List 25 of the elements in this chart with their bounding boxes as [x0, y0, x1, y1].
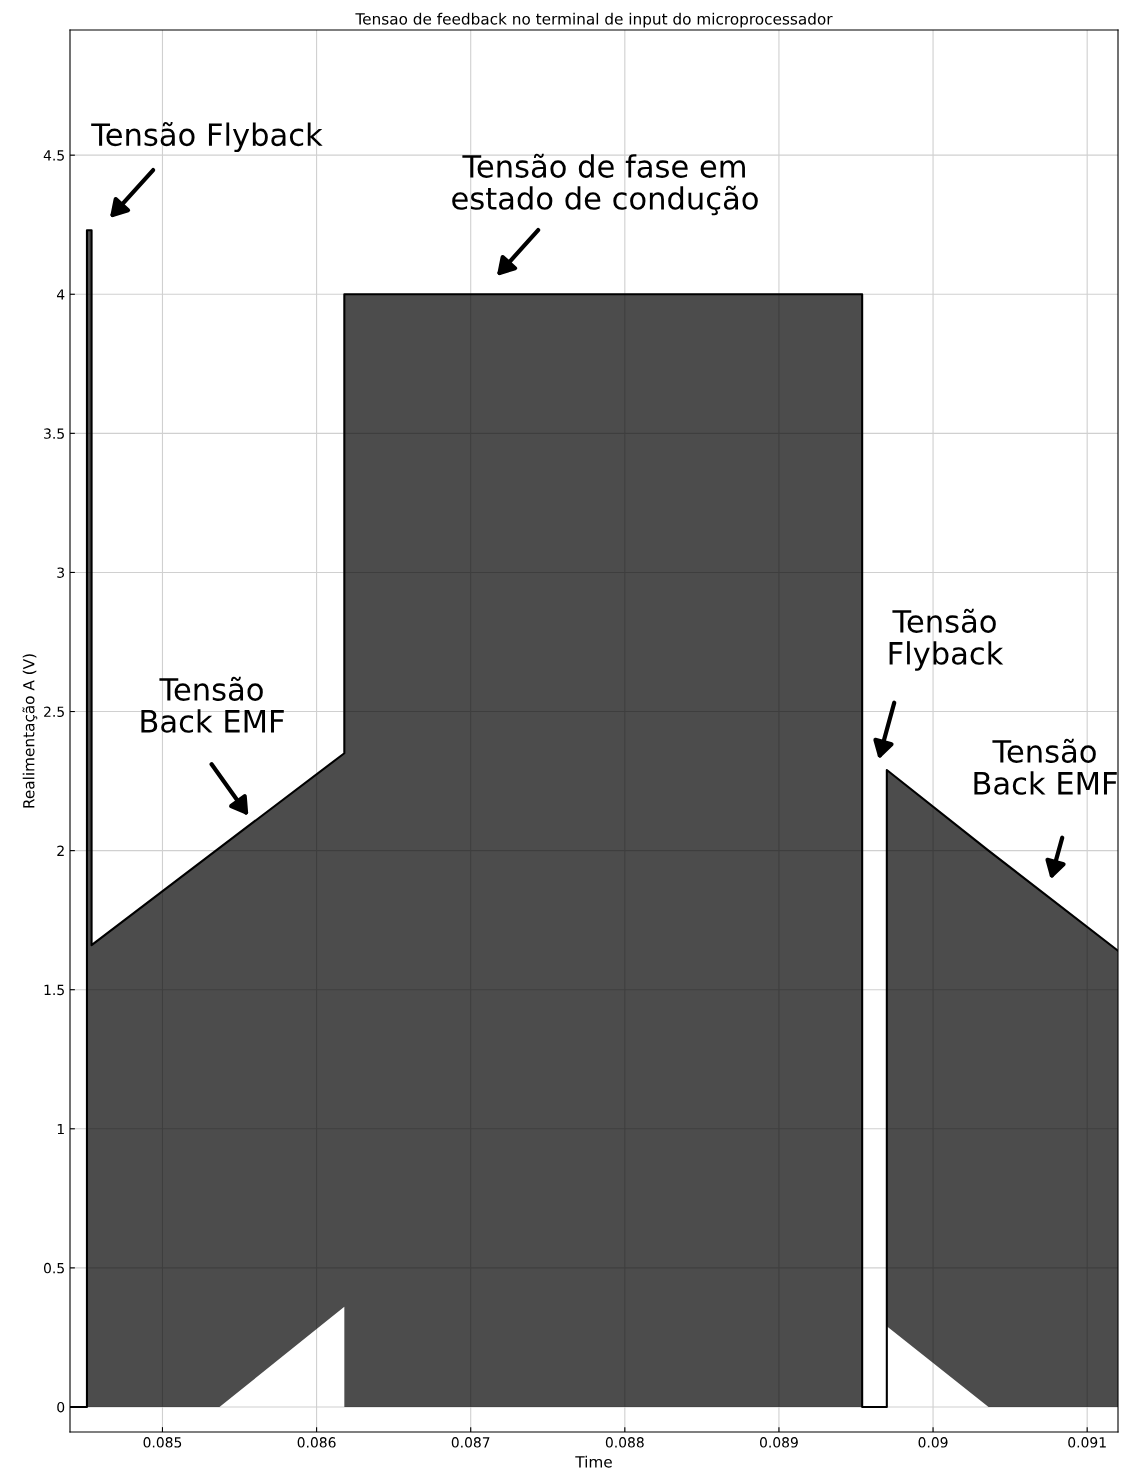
x-axis-title: Time [575, 1455, 612, 1468]
y-tick-label: 0 [57, 1401, 65, 1413]
x-tick-label: 0.086 [297, 1437, 336, 1448]
annotation: Tensão Back EMF [141, 676, 284, 733]
y-tick-label: 1 [57, 1123, 64, 1135]
y-tick-label: 3 [57, 567, 65, 578]
annotation: Tensão Back EMF [974, 738, 1117, 795]
annotation: Tensão Flyback [91, 121, 323, 153]
y-tick-label: 3.5 [44, 428, 64, 439]
x-tick-label: 0.09 [918, 1437, 948, 1448]
y-axis-title: Realimentação A (V) [22, 654, 38, 808]
y-tick-label: 1.5 [44, 984, 64, 996]
annotation: Tensão Flyback [889, 608, 1004, 671]
annotation: Tensão de fase em estado de condução [452, 153, 758, 216]
chart-title: Tensao de feedback no terminal de input do microprocessador [355, 12, 833, 28]
x-tick-label: 0.089 [759, 1437, 798, 1448]
y-tick-label: 2 [57, 845, 64, 856]
y-tick-label: 0.5 [43, 1262, 64, 1274]
y-tick-label: 4 [56, 289, 65, 300]
y-tick-label: 4.5 [43, 150, 64, 161]
x-tick-label: 0.091 [1068, 1437, 1106, 1448]
x-tick-label: 0.087 [451, 1437, 490, 1448]
x-tick-label: 0.088 [605, 1437, 644, 1448]
x-tick-label: 0.085 [143, 1437, 182, 1448]
y-tick-label: 2.5 [44, 706, 64, 717]
